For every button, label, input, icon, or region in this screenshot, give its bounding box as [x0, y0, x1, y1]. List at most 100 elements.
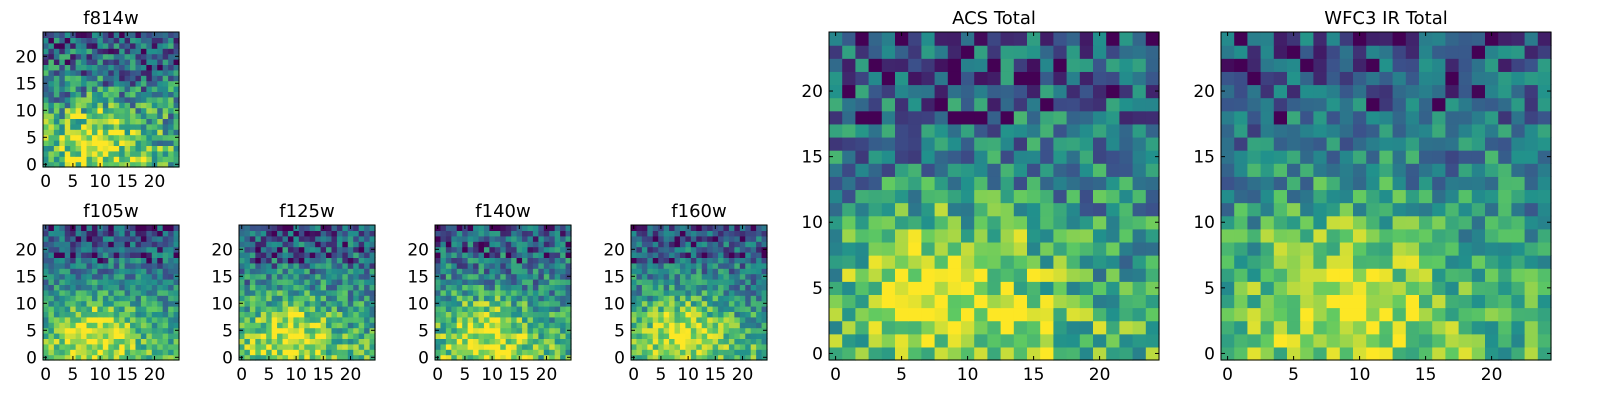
heatmap-cell — [1537, 110, 1552, 125]
heatmap-cell — [934, 189, 949, 204]
heatmap-cell — [532, 279, 539, 285]
heatmap-cell — [108, 64, 115, 71]
heatmap-cell — [162, 80, 169, 87]
heatmap-cell — [532, 354, 539, 361]
heatmap-cell — [1485, 281, 1499, 295]
heatmap-cell — [1013, 110, 1028, 125]
heatmap-cell — [162, 306, 169, 312]
heatmap-cell — [1445, 333, 1460, 348]
heatmap-cell — [353, 300, 360, 307]
heatmap-cell — [298, 306, 305, 312]
heatmap-cell — [282, 327, 289, 334]
heatmap-cell — [124, 252, 131, 258]
heatmap-cell — [538, 235, 545, 242]
heatmap-cell — [43, 349, 50, 356]
heatmap-cell — [70, 257, 77, 264]
heatmap-cell — [157, 118, 164, 125]
heatmap-cell — [91, 156, 98, 163]
heatmap-cell — [1027, 202, 1041, 217]
heatmap-cell — [505, 295, 512, 302]
heatmap-cell — [168, 48, 175, 55]
heatmap-cell — [467, 268, 474, 275]
heatmap-cell — [1537, 45, 1552, 59]
heatmap-cell — [151, 107, 158, 114]
heatmap-cell — [745, 295, 752, 302]
heatmap-cell — [293, 306, 300, 312]
heatmap-cell — [1132, 333, 1147, 348]
heatmap-cell — [522, 333, 529, 339]
f105w-title: f105w — [83, 201, 138, 222]
heatmap-cell — [987, 255, 1002, 269]
heatmap-cell — [326, 268, 333, 275]
heatmap-cell — [734, 262, 741, 269]
heatmap-cell — [326, 235, 333, 242]
heatmap-cell — [554, 300, 561, 307]
heatmap-cell — [43, 284, 50, 291]
heatmap-cell — [239, 322, 246, 329]
heatmap-cell — [336, 241, 343, 248]
heatmap-cell — [712, 246, 719, 253]
heatmap-cell — [511, 268, 518, 275]
heatmap-cell — [102, 241, 109, 248]
heatmap-cell — [102, 354, 109, 361]
heatmap-cell — [86, 257, 93, 264]
heatmap-cell — [119, 327, 126, 334]
heatmap-cell — [516, 311, 523, 318]
heatmap-cell — [157, 134, 164, 141]
heatmap-cell — [315, 327, 322, 334]
heatmap-cell — [1066, 97, 1081, 112]
heatmap-cell — [70, 113, 77, 119]
heatmap-cell — [478, 343, 485, 350]
heatmap-cell — [881, 307, 896, 322]
heatmap-cell — [842, 320, 856, 335]
heatmap-cell — [1432, 58, 1446, 72]
heatmap-cell — [130, 118, 137, 125]
heatmap-cell — [934, 97, 949, 112]
heatmap-cell — [1247, 45, 1262, 59]
heatmap-cell — [543, 262, 550, 269]
heatmap-cell — [130, 241, 137, 248]
heatmap-cell — [91, 53, 98, 60]
heatmap-cell — [124, 322, 131, 329]
heatmap-cell — [53, 53, 60, 60]
heatmap-cell — [342, 268, 349, 275]
heatmap-cell — [53, 241, 60, 248]
heatmap-cell — [1119, 215, 1134, 230]
heatmap-cell — [135, 102, 142, 109]
heatmap-cell — [130, 129, 137, 136]
heatmap-cell — [652, 349, 659, 356]
heatmap-cell — [119, 59, 126, 65]
heatmap-cell — [70, 262, 77, 269]
heatmap-cell — [674, 252, 681, 258]
heatmap-cell — [102, 333, 109, 339]
heatmap-cell — [679, 354, 686, 361]
heatmap-cell — [1313, 189, 1328, 204]
heatmap-cell — [679, 257, 686, 264]
heatmap-cell — [761, 230, 768, 237]
heatmap-cell — [440, 252, 447, 258]
heatmap-cell — [718, 349, 725, 356]
heatmap-cell — [59, 53, 66, 60]
y-tick-label: 0 — [222, 348, 233, 368]
heatmap-cell — [119, 289, 126, 296]
heatmap-cell — [113, 311, 120, 318]
heatmap-cell — [358, 257, 365, 264]
heatmap-cell — [1106, 71, 1120, 86]
heatmap-cell — [505, 284, 512, 291]
heatmap-cell — [173, 123, 180, 130]
heatmap-cell — [750, 322, 757, 329]
x-tick-label: 5 — [460, 365, 471, 385]
heatmap-cell — [1234, 202, 1248, 217]
heatmap-cell — [113, 273, 120, 280]
heatmap-cell — [81, 241, 88, 248]
heatmap-cell — [739, 316, 746, 323]
heatmap-cell — [298, 333, 305, 339]
heatmap-cell — [1419, 189, 1433, 204]
heatmap-cell — [934, 202, 949, 217]
heatmap-cell — [494, 235, 501, 242]
heatmap-cell — [895, 32, 909, 46]
heatmap-cell — [1326, 71, 1341, 86]
heatmap-cell — [91, 252, 98, 258]
heatmap-cell — [1079, 97, 1094, 112]
heatmap-cell — [1485, 45, 1499, 59]
